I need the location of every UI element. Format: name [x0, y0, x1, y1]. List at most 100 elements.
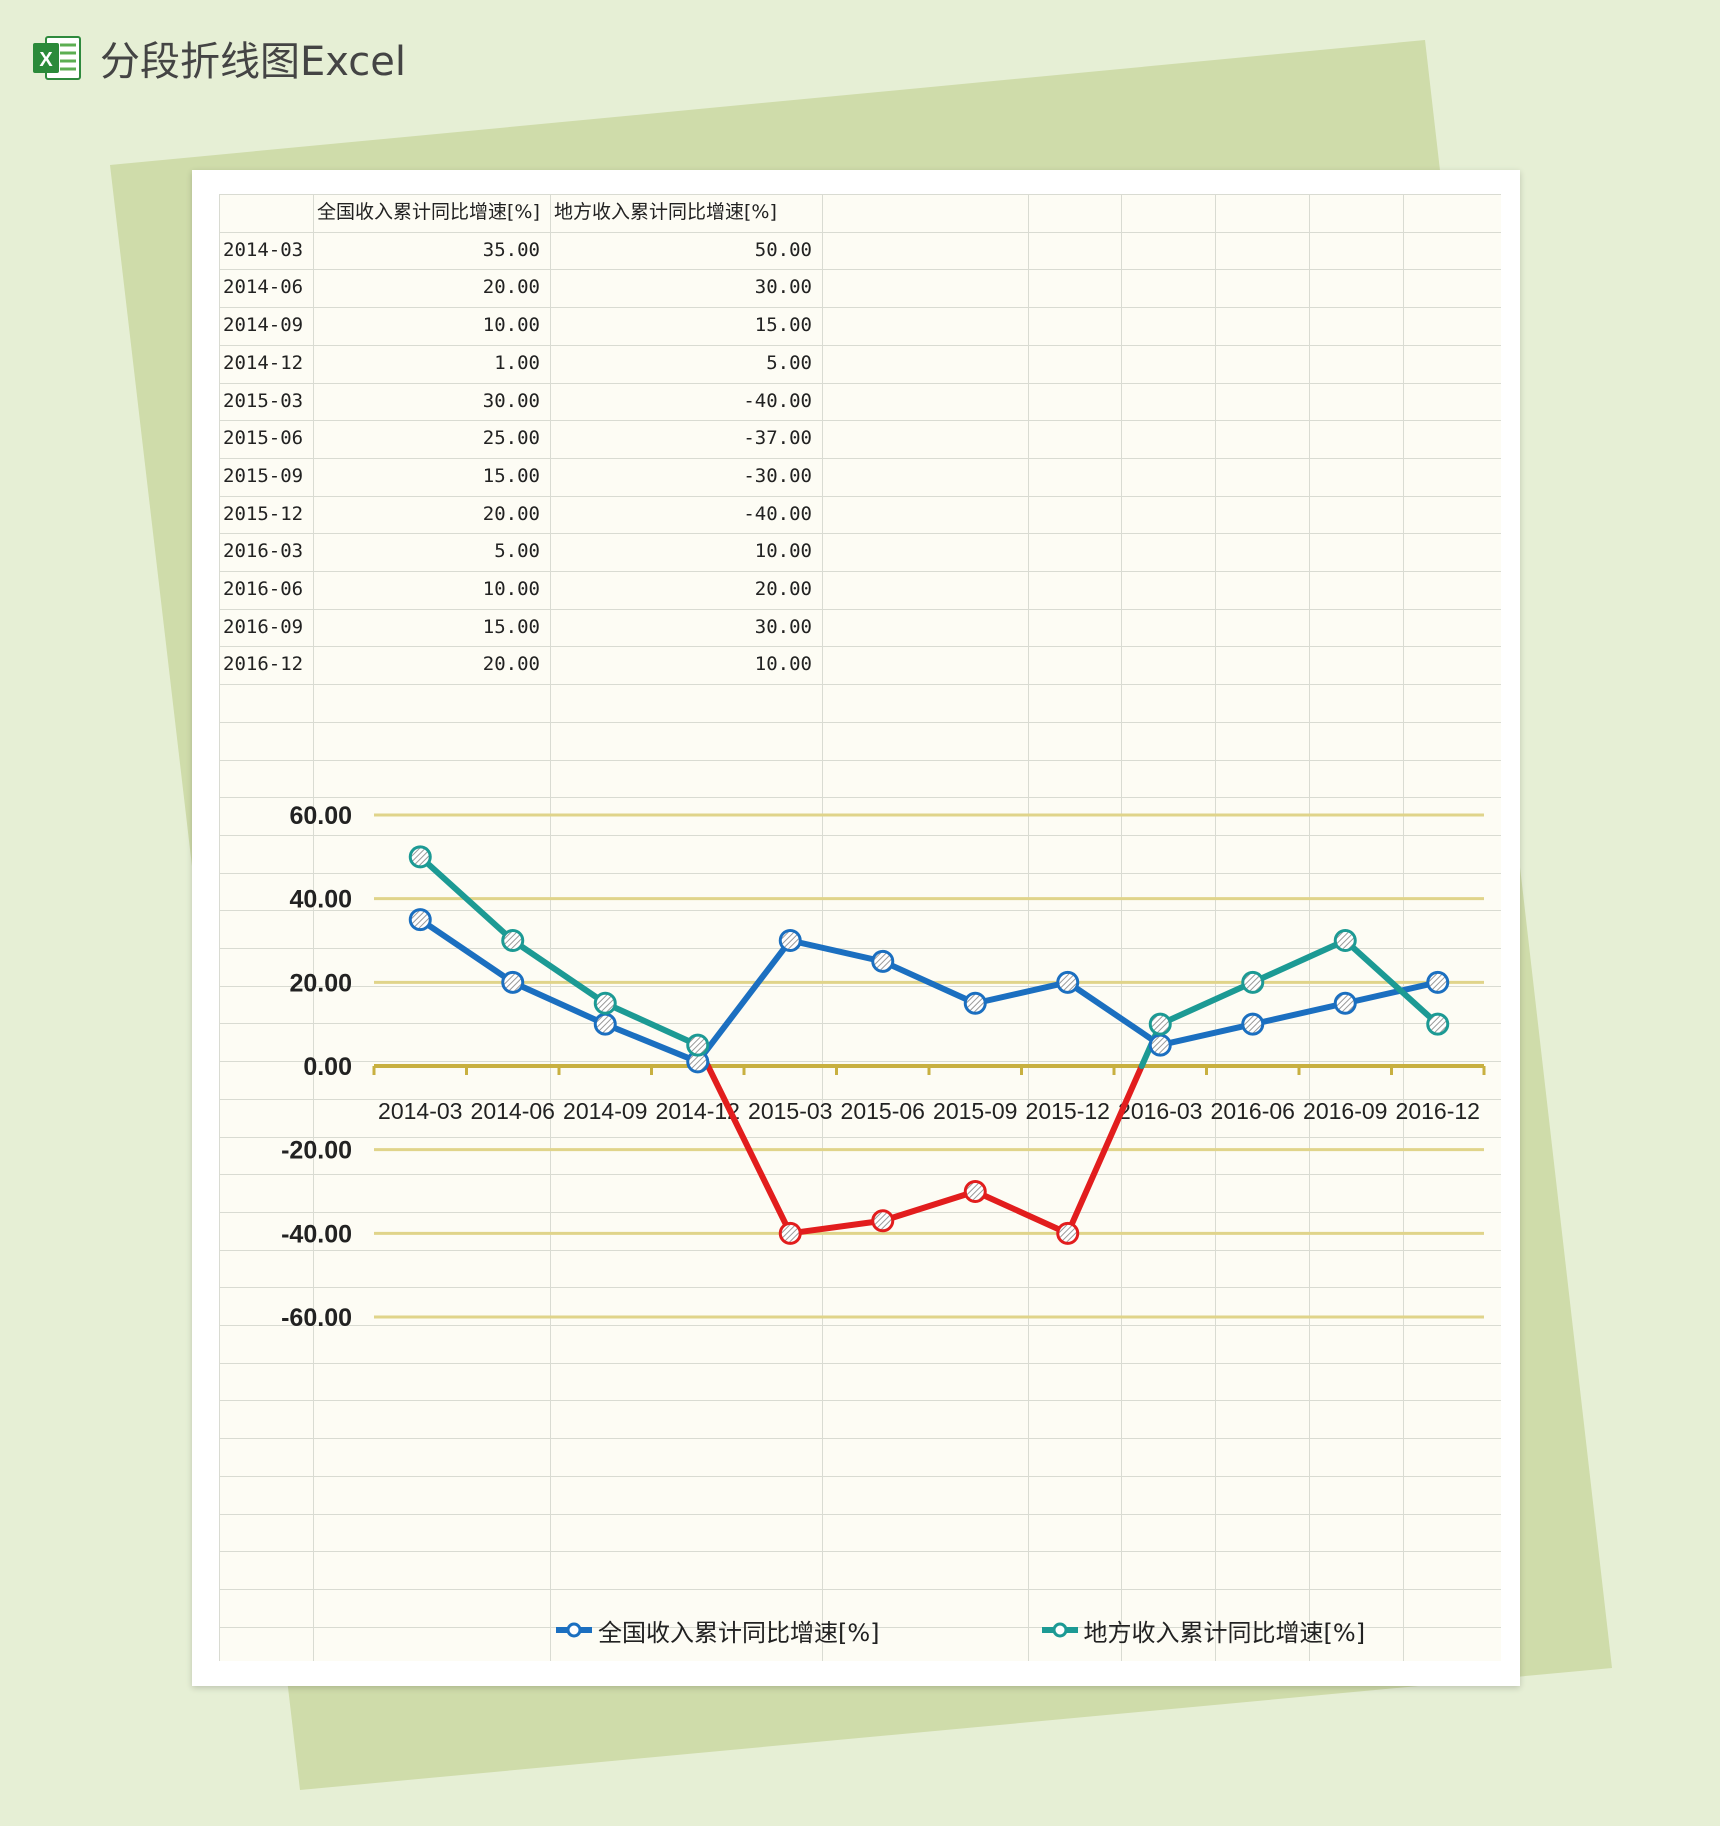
series-1-point: [871, 1209, 895, 1233]
series-0-point: [963, 991, 987, 1015]
series-1-point: [1056, 1221, 1080, 1245]
local-value-cell[interactable]: 5.00: [766, 352, 812, 374]
series-1-segment: [879, 1188, 979, 1224]
sheet-row-line: [219, 458, 1501, 459]
series-1-segment: [1249, 937, 1349, 986]
national-value-cell[interactable]: 15.00: [482, 616, 540, 638]
x-tick-label: 2015-03: [748, 1098, 832, 1124]
date-cell[interactable]: 2014-06: [223, 276, 304, 298]
date-cell[interactable]: 2015-09: [223, 465, 304, 487]
series-1-segment: [1157, 979, 1256, 1028]
sheet-column-line: [1215, 194, 1216, 1661]
series-0-segment: [1064, 979, 1164, 1049]
sheet-row-line: [219, 684, 1501, 685]
sheet-row-line: [219, 571, 1501, 572]
series-0-point: [501, 970, 525, 994]
local-value-cell[interactable]: 10.00: [754, 540, 812, 562]
series-0-segment: [417, 916, 516, 986]
national-value-cell[interactable]: 5.00: [494, 540, 540, 562]
sheet-row-line: [219, 722, 1501, 723]
sheet-row-line: [219, 1287, 1501, 1288]
date-cell[interactable]: 2015-03: [223, 390, 304, 412]
local-value-cell[interactable]: 10.00: [754, 653, 812, 675]
series-0-segment: [509, 979, 609, 1028]
x-tick-label: 2015-12: [1026, 1098, 1110, 1124]
series-1-point: [501, 929, 525, 952]
national-value-cell[interactable]: 20.00: [482, 503, 540, 525]
local-value-cell[interactable]: -40.00: [743, 390, 812, 412]
sheet-row-line: [219, 1250, 1501, 1251]
local-value-cell[interactable]: 30.00: [754, 276, 812, 298]
series-0-segment: [1249, 1000, 1349, 1028]
date-cell[interactable]: 2014-09: [223, 314, 304, 336]
date-cell[interactable]: 2016-09: [223, 616, 304, 638]
svg-text:X: X: [39, 49, 53, 71]
series-1-segment: [417, 853, 516, 944]
national-value-cell[interactable]: 30.00: [482, 390, 540, 412]
date-cell[interactable]: 2014-12: [223, 352, 304, 374]
y-tick-label: 40.00: [289, 886, 352, 914]
sheet-row-line: [219, 232, 1501, 233]
sheet-row-line: [219, 1212, 1501, 1213]
national-value-cell[interactable]: 20.00: [482, 653, 540, 675]
x-tick-label: 2015-09: [933, 1098, 1017, 1124]
series-1-point: [593, 991, 617, 1015]
series-0-segment: [1157, 1021, 1256, 1049]
local-value-cell[interactable]: -30.00: [743, 465, 812, 487]
sheet-row-line: [219, 835, 1501, 836]
sheet-column-line: [219, 194, 220, 1661]
local-value-cell[interactable]: 20.00: [754, 578, 812, 600]
date-cell[interactable]: 2016-03: [223, 540, 304, 562]
sheet-row-line: [219, 986, 1501, 987]
column-header[interactable]: 全国收入累计同比增速[%]: [317, 201, 540, 223]
date-cell[interactable]: 2016-12: [223, 653, 304, 675]
date-cell[interactable]: 2015-06: [223, 427, 304, 449]
x-tick-label: 2016-06: [1211, 1098, 1295, 1124]
series-0-point: [778, 929, 802, 952]
sheet-row-line: [219, 383, 1501, 384]
national-value-cell[interactable]: 15.00: [482, 465, 540, 487]
date-cell[interactable]: 2014-03: [223, 239, 304, 261]
series-0-point: [1148, 1033, 1172, 1057]
x-tick-label: 2014-03: [378, 1098, 462, 1124]
national-value-cell[interactable]: 20.00: [482, 276, 540, 298]
series-1-segment: [602, 1000, 701, 1049]
date-cell[interactable]: 2015-12: [223, 503, 304, 525]
sheet-row-line: [219, 1325, 1501, 1326]
series-0-point: [871, 949, 895, 973]
series-0-point: [408, 908, 432, 932]
y-tick-label: -40.00: [281, 1220, 352, 1248]
sheet-row-line: [219, 194, 1501, 195]
series-0-segment: [602, 1021, 701, 1065]
national-value-cell[interactable]: 35.00: [482, 239, 540, 261]
legend-label: 地方收入累计同比增速[%]: [1083, 1618, 1366, 1647]
sheet-row-line: [219, 269, 1501, 270]
series-0-point: [593, 1012, 617, 1036]
sheet-row-line: [219, 1476, 1501, 1477]
date-cell[interactable]: 2016-06: [223, 578, 304, 600]
national-value-cell[interactable]: 10.00: [482, 578, 540, 600]
national-value-cell[interactable]: 10.00: [482, 314, 540, 336]
local-value-cell[interactable]: 30.00: [754, 616, 812, 638]
sheet-row-line: [219, 873, 1501, 874]
spreadsheet: 60.00 40.00 20.00 0.00 -20.00 -40.00 -60.00 201…: [219, 194, 1501, 1661]
column-header[interactable]: 地方收入累计同比增速[%]: [554, 201, 777, 223]
x-tick-label: 2016-12: [1396, 1098, 1480, 1124]
x-tick-label: 2016-03: [1118, 1098, 1202, 1124]
local-value-cell[interactable]: -40.00: [743, 503, 812, 525]
series-1-segment: [509, 937, 609, 1007]
sheet-row-line: [219, 1099, 1501, 1100]
local-value-cell[interactable]: -37.00: [743, 427, 812, 449]
legend-label: 全国收入累计同比增速[%]: [598, 1618, 880, 1647]
sheet-row-line: [219, 1438, 1501, 1439]
series-0-segment: [694, 937, 794, 1065]
sheet-row-line: [219, 1061, 1501, 1062]
national-value-cell[interactable]: 1.00: [494, 352, 540, 374]
local-value-cell[interactable]: 15.00: [754, 314, 812, 336]
series-0-point: [1056, 970, 1080, 994]
series-1-segment: [787, 1217, 886, 1237]
national-value-cell[interactable]: 25.00: [482, 427, 540, 449]
sheet-column-line: [1121, 194, 1122, 1661]
y-tick-label: 20.00: [289, 969, 352, 997]
local-value-cell[interactable]: 50.00: [754, 239, 812, 261]
